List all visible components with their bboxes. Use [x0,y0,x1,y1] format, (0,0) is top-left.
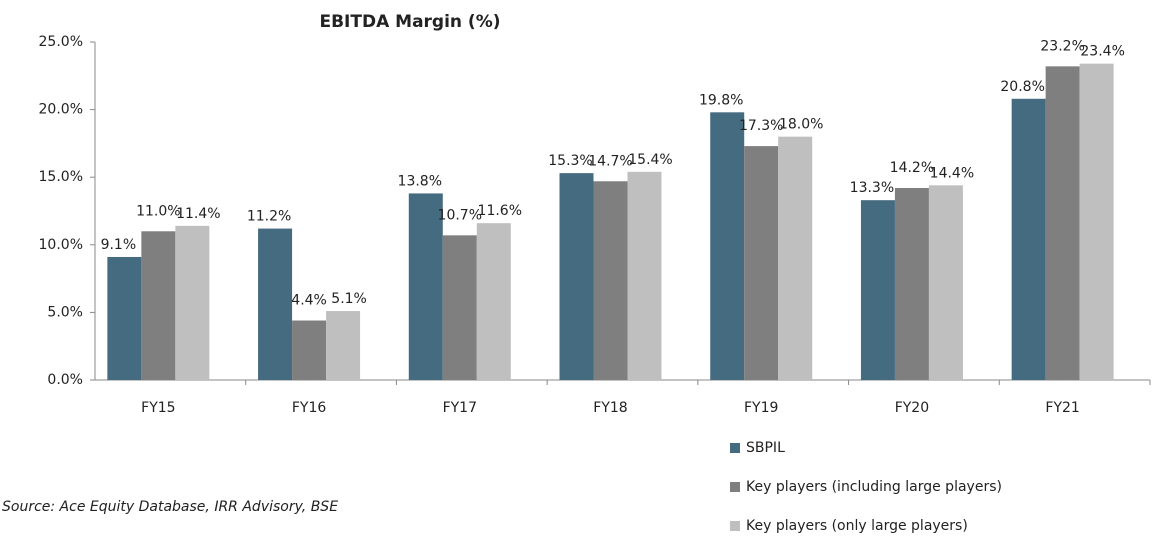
y-tick-label: 10.0% [39,237,83,253]
bar [476,223,511,380]
source-note: Source: Ace Equity Database, IRR Advisor… [2,499,338,515]
legend-swatch [730,482,740,492]
value-label: 20.8% [1000,79,1044,95]
legend-label: Key players (only large players) [746,518,968,534]
value-label: 11.0% [136,203,180,219]
bar [627,171,662,380]
value-label: 9.1% [101,237,137,253]
x-tick-label: FY17 [443,400,477,416]
value-label: 14.4% [930,165,974,181]
value-label: 11.6% [478,203,522,219]
bar [1045,66,1080,380]
bar [442,235,477,380]
bar [559,173,594,380]
y-tick-label: 0.0% [47,372,83,388]
bar [593,181,628,380]
value-label: 23.2% [1040,38,1084,54]
value-label: 11.4% [176,206,220,222]
value-label: 15.3% [548,153,592,169]
bar [326,311,361,380]
value-label: 14.7% [588,153,632,169]
legend-swatch [730,443,740,453]
bar [141,231,176,380]
value-label: 19.8% [699,92,743,108]
bar [1011,98,1046,380]
x-tick-label: FY18 [593,400,627,416]
value-label: 14.2% [890,160,934,176]
x-tick-label: FY15 [141,400,175,416]
x-tick-label: FY16 [292,400,327,416]
legend-swatch [730,521,740,531]
value-label: 23.4% [1080,44,1124,60]
y-tick-label: 15.0% [39,169,83,185]
bar [292,320,327,380]
value-label: 13.8% [398,173,442,189]
legend-label: SBPIL [746,440,785,456]
value-label: 11.2% [247,209,291,225]
bar [860,200,895,380]
value-label: 4.4% [291,293,327,309]
bar [175,225,210,380]
value-label: 5.1% [331,291,367,307]
y-tick-label: 25.0% [39,34,83,50]
legend-label: Key players (including large players) [746,479,1002,495]
bar [710,112,745,380]
chart-title: EBITDA Margin (%) [319,12,500,32]
value-label: 18.0% [779,117,823,133]
bar [744,146,779,380]
x-tick-label: FY21 [1045,400,1079,416]
y-tick-label: 20.0% [39,102,83,118]
bar [258,228,293,380]
bar [1079,63,1114,381]
bar [408,193,443,380]
x-tick-label: FY20 [895,400,929,416]
bar [778,136,813,380]
value-label: 17.3% [739,118,783,134]
x-tick-label: FY19 [744,400,778,416]
value-label: 10.7% [438,207,482,223]
y-tick-label: 5.0% [47,304,83,320]
value-label: 15.4% [628,152,672,168]
bar [107,256,142,380]
bar [894,188,929,380]
bar [928,185,963,380]
value-label: 13.3% [850,180,894,196]
